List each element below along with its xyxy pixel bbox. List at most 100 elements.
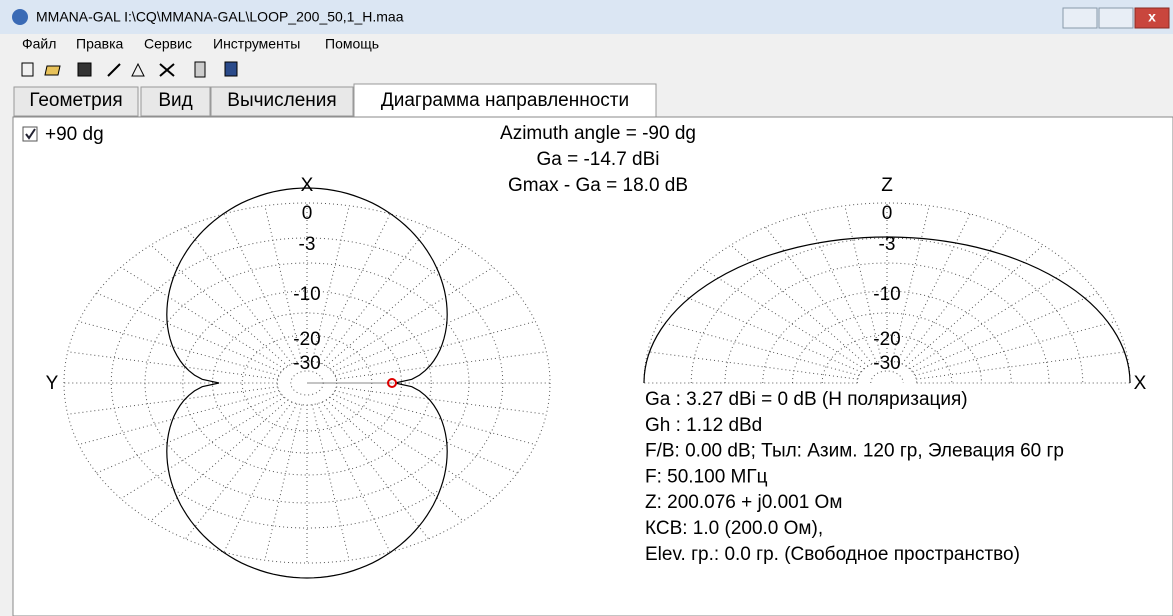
grid-spoke <box>185 226 293 365</box>
menu-bar: Файл Правка Сервис Инструменты Помощь <box>22 36 379 52</box>
grid-spoke <box>67 386 278 415</box>
window-title: MMANA-GAL I:\CQ\MMANA-GAL\LOOP_200_50,1_… <box>36 9 404 25</box>
ring-label: -10 <box>293 284 320 305</box>
axis-label: Z <box>881 175 893 196</box>
grid-spoke <box>321 401 429 540</box>
calc-icon[interactable] <box>194 61 206 78</box>
grid-spoke <box>334 320 536 376</box>
direction-marker <box>387 378 397 388</box>
grid-spoke <box>78 390 280 446</box>
info-line: F/B: 0.00 dB; Тыл: Азим. 120 гр, Элеваци… <box>645 441 1064 462</box>
grid-ring <box>690 237 1084 384</box>
grid-spoke <box>336 351 547 380</box>
checkbox-label: +90 dg <box>45 124 104 145</box>
axis-label: X <box>301 175 314 196</box>
grid-spoke <box>120 396 285 500</box>
grid-spoke <box>912 292 1098 373</box>
polar-grids <box>63 202 1131 564</box>
header-line: Gmax - Ga = 18.0 dB <box>508 175 688 196</box>
chip-icon[interactable] <box>224 61 238 77</box>
close-icon: x <box>1148 9 1156 25</box>
grid-spoke <box>329 396 494 500</box>
new-icon[interactable] <box>21 62 34 77</box>
menu-item[interactable]: Правка <box>76 36 124 52</box>
tab-label: Диаграмма направленности <box>381 90 629 111</box>
info-line: КСВ: 1.0 (200.0 Ом), <box>645 518 823 539</box>
tab[interactable] <box>140 86 211 117</box>
grid-spoke <box>332 393 518 474</box>
grid-spoke <box>336 386 547 415</box>
right-pattern <box>643 236 1131 384</box>
tab-label: Геометрия <box>29 90 122 111</box>
grid-spoke <box>765 226 873 365</box>
tab-label: Вид <box>158 90 192 111</box>
grid-spoke <box>120 266 285 370</box>
grid-spoke <box>647 351 858 380</box>
grid-ring <box>182 290 432 476</box>
ring-label: -30 <box>293 353 320 374</box>
grid-spoke <box>700 266 865 370</box>
tab[interactable] <box>210 86 354 117</box>
close-button[interactable] <box>1134 7 1170 29</box>
grid-spoke <box>325 399 464 522</box>
menu-item[interactable]: Сервис <box>144 36 192 52</box>
tab[interactable] <box>13 86 139 117</box>
ring-label: -20 <box>293 329 320 350</box>
tab[interactable] <box>353 83 657 118</box>
maximize-button[interactable] <box>1098 7 1134 29</box>
toolbar <box>21 61 238 78</box>
info-block: Ga : 3.27 dBi = 0 dB (H поляризация) Gh :… <box>645 389 1064 565</box>
grid-spoke <box>914 320 1116 376</box>
grid-ring <box>63 202 551 564</box>
menu-item[interactable]: Инструменты <box>213 36 300 52</box>
ring-label: 0 <box>882 203 893 224</box>
tools-icon[interactable] <box>159 63 175 77</box>
ring-label: -3 <box>299 234 316 255</box>
menu-item[interactable]: Помощь <box>325 36 379 52</box>
grid-spoke <box>332 292 518 373</box>
grid-spoke <box>329 266 494 370</box>
grid-spoke <box>325 244 464 367</box>
grid-spoke <box>96 393 282 474</box>
grid-ring <box>110 237 504 529</box>
content-panel <box>12 116 1173 616</box>
tab-bar: Геометрия Вид Вычисления Диаграмма направле… <box>13 83 657 118</box>
grid-spoke <box>916 351 1127 380</box>
grid-spoke <box>185 401 293 540</box>
grid-ring <box>870 370 904 384</box>
tab-label: Вычисления <box>227 90 336 111</box>
ring-label: -20 <box>873 329 900 350</box>
header-line: Ga = -14.7 dBi <box>536 149 659 170</box>
grid-spoke <box>909 266 1074 370</box>
menu-item[interactable]: Файл <box>22 36 56 52</box>
save-icon[interactable] <box>77 62 92 77</box>
axis-label: Y <box>46 373 59 394</box>
info-line: Elev. гр.: 0.0 гр. (Свободное пространст… <box>645 544 1020 565</box>
grid-spoke <box>676 292 862 373</box>
minimize-button[interactable] <box>1062 7 1098 29</box>
info-line: Z: 200.076 + j0.001 Ом <box>645 492 842 513</box>
grid-spoke <box>730 244 869 367</box>
open-icon[interactable] <box>44 65 61 76</box>
grid-spoke <box>658 320 860 376</box>
info-line: Ga : 3.27 dBi = 0 dB (H поляризация) <box>645 389 968 410</box>
left-pattern <box>166 187 448 579</box>
ring-labels: 0 -3 -10 -20 -30 0 -3 -10 -20 -30 <box>293 203 900 374</box>
grid-spoke <box>901 226 1009 365</box>
ring-label: -30 <box>873 353 900 374</box>
header-line: Azimuth angle = -90 dg <box>500 123 696 144</box>
grid-spoke <box>905 244 1044 367</box>
grid-spoke <box>150 399 289 522</box>
grid-spoke <box>321 226 429 365</box>
grid-ring <box>762 290 1012 384</box>
grid-spoke <box>67 351 278 380</box>
info-line: F: 50.100 МГц <box>645 466 768 487</box>
grid-spoke <box>78 320 280 376</box>
wire-icon[interactable] <box>107 63 121 77</box>
ring-label: -3 <box>879 234 896 255</box>
ring-label: -10 <box>873 284 900 305</box>
triangle-icon[interactable] <box>131 62 145 77</box>
grid-spoke <box>150 244 289 367</box>
